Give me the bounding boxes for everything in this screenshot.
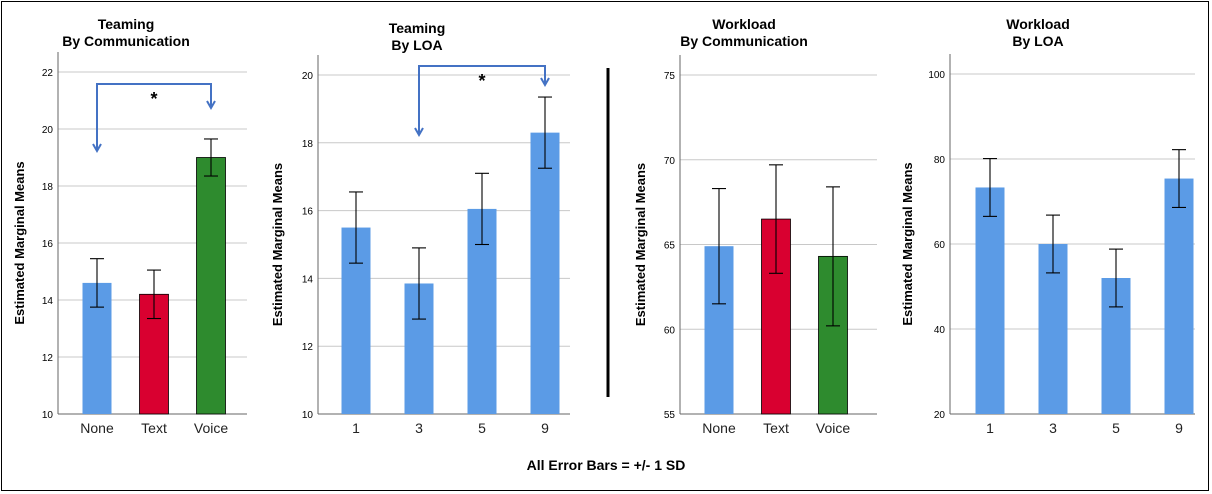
x-tick-label: 5 bbox=[478, 420, 486, 436]
y-tick-label: 10 bbox=[302, 410, 314, 421]
x-tick-label: None bbox=[702, 420, 736, 436]
chart-subtitle: By LOA bbox=[391, 37, 442, 53]
y-tick-label: 14 bbox=[42, 296, 54, 307]
bar-9 bbox=[1164, 178, 1194, 414]
y-tick-label: 55 bbox=[664, 410, 676, 421]
y-tick-label: 20 bbox=[42, 125, 54, 136]
y-tick-label: 75 bbox=[664, 71, 676, 82]
x-tick-label: 9 bbox=[1175, 420, 1183, 436]
chart-title: Teaming bbox=[389, 20, 446, 36]
chart-title: Workload bbox=[712, 16, 776, 32]
significance-label: * bbox=[478, 71, 485, 91]
x-tick-label: Voice bbox=[194, 420, 228, 436]
chart-title: Teaming bbox=[98, 16, 155, 32]
significance-bracket bbox=[418, 65, 546, 134]
y-tick-label: 18 bbox=[302, 139, 314, 150]
y-tick-label: 70 bbox=[664, 156, 676, 167]
y-axis-label: Estimated Marginal Means bbox=[633, 163, 648, 326]
y-tick-label: 18 bbox=[42, 182, 54, 193]
bar-9 bbox=[530, 132, 560, 414]
y-tick-label: 16 bbox=[302, 207, 314, 218]
chart-subtitle: By Communication bbox=[62, 33, 190, 49]
y-tick-label: 20 bbox=[934, 410, 946, 421]
y-axis-label: Estimated Marginal Means bbox=[270, 163, 285, 326]
chart-subtitle: By Communication bbox=[680, 33, 808, 49]
y-tick-label: 60 bbox=[934, 240, 946, 251]
y-axis-label: Estimated Marginal Means bbox=[12, 161, 27, 324]
y-tick-label: 40 bbox=[934, 325, 946, 336]
x-tick-label: 1 bbox=[352, 420, 360, 436]
x-tick-label: 9 bbox=[541, 420, 549, 436]
y-tick-label: 14 bbox=[302, 274, 314, 285]
y-tick-label: 20 bbox=[302, 71, 314, 82]
arrowhead bbox=[540, 77, 550, 88]
y-tick-label: 16 bbox=[42, 239, 54, 250]
chart-subtitle: By LOA bbox=[1012, 33, 1063, 49]
bar-1 bbox=[975, 187, 1005, 414]
chart-title: Workload bbox=[1006, 16, 1070, 32]
x-tick-label: 3 bbox=[415, 420, 423, 436]
x-tick-label: Text bbox=[763, 420, 789, 436]
footnote: All Error Bars = +/- 1 SD bbox=[526, 457, 686, 473]
significance-label: * bbox=[150, 89, 157, 109]
x-tick-label: 3 bbox=[1049, 420, 1057, 436]
y-tick-label: 100 bbox=[928, 70, 945, 81]
y-tick-label: 12 bbox=[302, 342, 314, 353]
bar-Voice bbox=[196, 157, 226, 415]
y-tick-label: 22 bbox=[42, 68, 54, 79]
y-tick-label: 60 bbox=[664, 325, 676, 336]
x-tick-label: 5 bbox=[1112, 420, 1120, 436]
arrowhead bbox=[414, 127, 424, 138]
y-tick-label: 12 bbox=[42, 353, 54, 364]
x-tick-label: None bbox=[80, 420, 114, 436]
y-tick-label: 65 bbox=[664, 241, 676, 252]
x-tick-label: Voice bbox=[816, 420, 850, 436]
arrowhead bbox=[206, 100, 216, 111]
significance-bracket bbox=[96, 83, 212, 150]
x-tick-label: Text bbox=[141, 420, 167, 436]
x-tick-label: 1 bbox=[986, 420, 994, 436]
arrowhead bbox=[92, 143, 102, 154]
y-tick-label: 10 bbox=[42, 410, 54, 421]
y-axis-label: Estimated Marginal Means bbox=[900, 162, 915, 325]
y-tick-label: 80 bbox=[934, 155, 946, 166]
